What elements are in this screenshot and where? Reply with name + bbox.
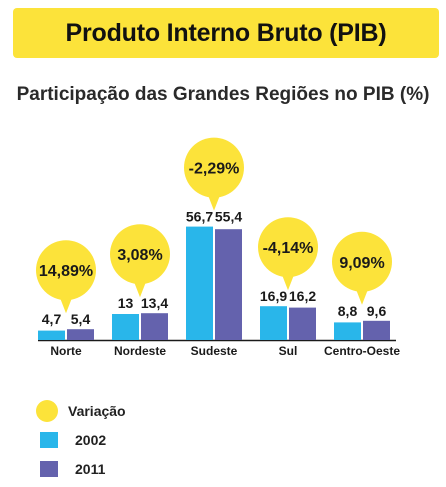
- variation-label-sudeste: -2,29%: [189, 161, 240, 178]
- data-label-2002-nordeste: 13: [118, 295, 134, 311]
- bar-2002-nordeste: [112, 314, 139, 340]
- chart-title: Participação das Grandes Regiões no PIB …: [16, 84, 430, 105]
- data-label-2002-centro-oeste: 8,8: [338, 303, 358, 319]
- legend-item-2002: 2002: [40, 425, 126, 454]
- x-tick-label-sul: Sul: [279, 344, 298, 358]
- legend-label-2011: 2011: [75, 460, 106, 477]
- data-label-2002-norte: 4,7: [42, 311, 62, 327]
- bar-2011-nordeste: [141, 313, 168, 340]
- variation-bubble-sul: [258, 217, 318, 278]
- legend-label-2002: 2002: [75, 431, 107, 448]
- bar-2011-norte: [67, 329, 94, 340]
- data-label-2011-norte: 5,4: [71, 311, 91, 327]
- legend-item-variation: Variação: [36, 396, 126, 425]
- x-tick-label-sudeste: Sudeste: [191, 344, 238, 358]
- bar-2002-sul: [260, 306, 287, 340]
- variation-bubble-sudeste: [184, 137, 244, 198]
- bar-2002-centro-oeste: [334, 322, 361, 340]
- data-label-2011-nordeste: 13,4: [141, 295, 168, 311]
- data-label-2002-sul: 16,9: [260, 288, 287, 304]
- bar-2011-sudeste: [215, 229, 242, 340]
- data-label-2011-sul: 16,2: [289, 288, 316, 304]
- variation-label-norte: 14,89%: [39, 263, 93, 280]
- legend-item-2011: 2011: [40, 454, 126, 483]
- variation-label-nordeste: 3,08%: [117, 247, 162, 264]
- legend-label-variation: Variação: [68, 402, 126, 419]
- variation-bubble-centro-oeste: [332, 231, 392, 292]
- variation-label-sul: -4,14%: [263, 240, 314, 257]
- bar-2011-centro-oeste: [363, 320, 390, 340]
- bar-2002-norte: [38, 330, 65, 340]
- data-label-2002-sudeste: 56,7: [186, 209, 213, 225]
- legend: Variação 2002 2011: [36, 396, 126, 483]
- variation-label-centro-oeste: 9,09%: [339, 255, 384, 272]
- variation-bubble-nordeste: [110, 224, 170, 285]
- x-tick-label-centro-oeste: Centro-Oeste: [324, 344, 400, 358]
- data-label-2011-centro-oeste: 9,6: [367, 303, 387, 319]
- legend-swatch-2002: [40, 431, 58, 448]
- variation-bubble-norte: [36, 240, 96, 301]
- data-label-2011-sudeste: 55,4: [215, 209, 242, 225]
- legend-swatch-2011: [40, 460, 58, 477]
- speech-bubble-icon: [36, 399, 58, 422]
- x-tick-label-nordeste: Nordeste: [114, 344, 166, 358]
- bar-2002-sudeste: [186, 226, 213, 340]
- banner-title: Produto Interno Bruto (PIB): [65, 18, 387, 47]
- x-tick-label-norte: Norte: [50, 344, 82, 358]
- title-banner: Produto Interno Bruto (PIB): [13, 8, 439, 58]
- bar-2011-sul: [289, 307, 316, 340]
